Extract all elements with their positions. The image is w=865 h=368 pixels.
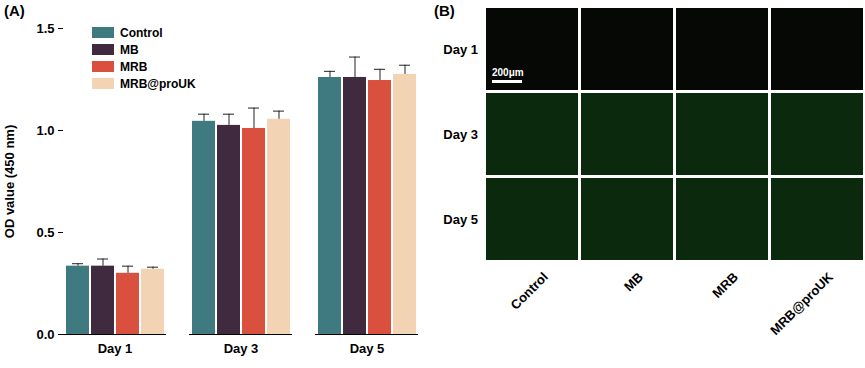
svg-text:Day 1: Day 1 [98,341,133,356]
html-text:MRB: MRB [120,59,148,74]
html-text:MRB@proUK: MRB@proUK [120,76,196,91]
svg-text:200μm: 200μm [492,67,524,78]
html-text:Control: Control [120,25,163,40]
svg-text:Day 5: Day 5 [350,341,385,356]
svg-text:MRB@proUK: MRB@proUK [767,269,836,338]
svg-text:1.0: 1.0 [36,123,54,138]
svg-text:Control: Control [508,269,551,312]
svg-text:1.5: 1.5 [36,21,54,36]
svg-text:Day 5: Day 5 [443,212,478,227]
svg-text:Day 3: Day 3 [443,127,478,142]
html-text:(B): (B) [434,2,455,19]
svg-text:Day 1: Day 1 [443,42,478,57]
svg-text:MB: MB [621,269,646,294]
html-text:(A): (A) [4,2,25,19]
svg-text:MRB: MRB [709,269,741,301]
svg-text:0.5: 0.5 [36,225,54,240]
svg-text:OD value (450 nm): OD value (450 nm) [2,125,17,238]
html-text:MB: MB [120,42,139,57]
svg-text:0.0: 0.0 [36,327,54,342]
svg-text:Day 3: Day 3 [224,341,259,356]
